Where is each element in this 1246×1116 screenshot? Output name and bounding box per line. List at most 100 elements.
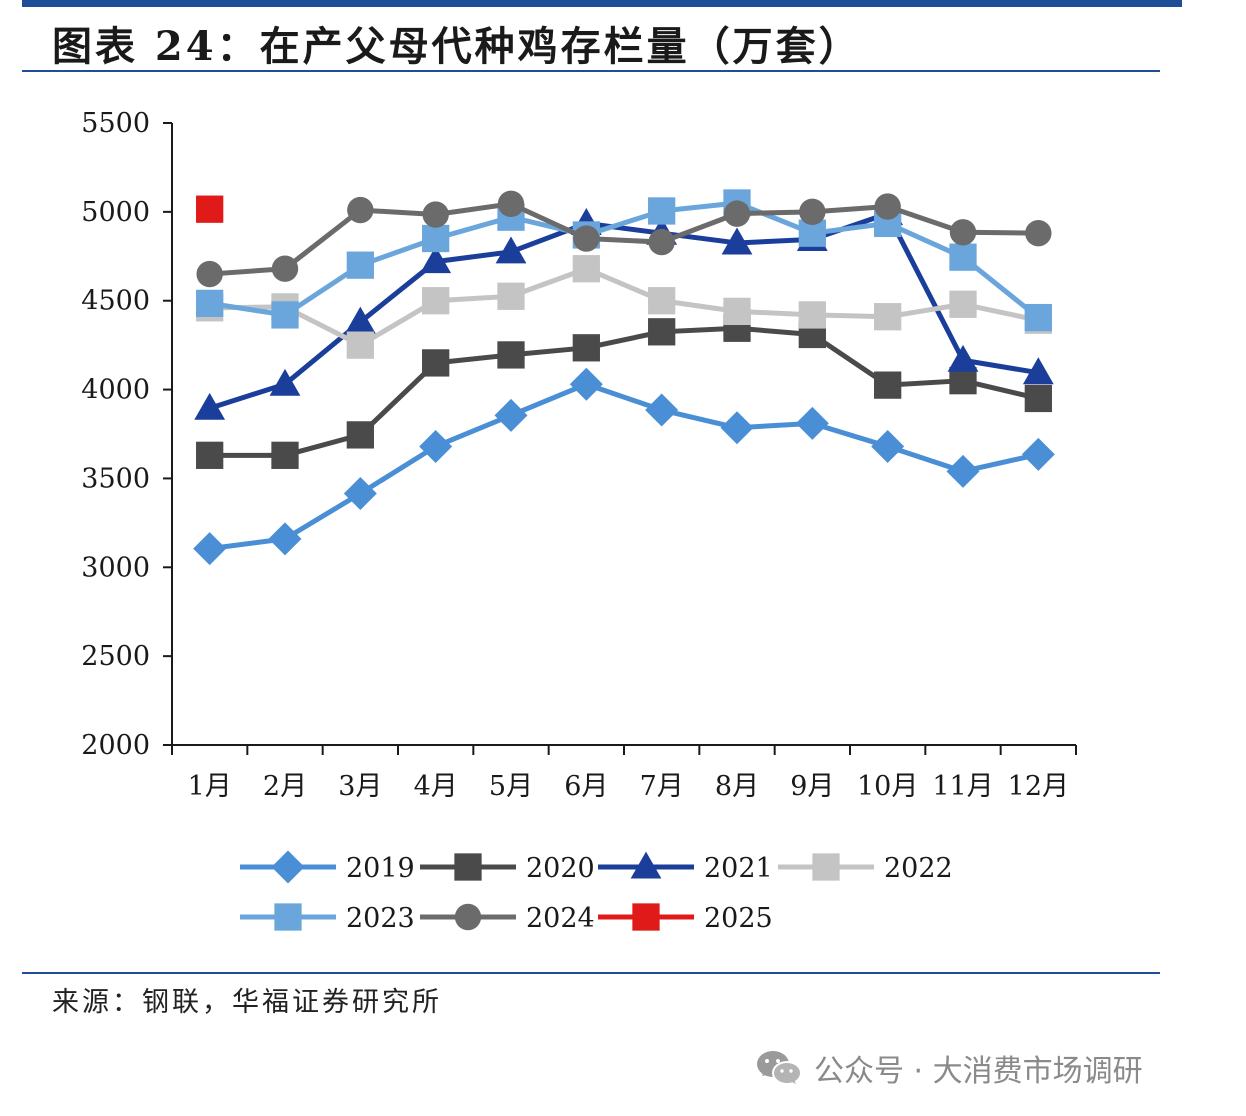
legend-swatch-marker [630, 851, 662, 879]
data-point-2020 [346, 421, 374, 449]
data-point-2024 [648, 228, 675, 256]
data-point-2023 [346, 251, 374, 279]
data-point-2022 [648, 287, 676, 315]
x-tick-label: 1月 [188, 771, 232, 802]
x-tick-label: 10月 [857, 771, 918, 802]
data-point-2025 [196, 195, 224, 223]
data-point-2021 [269, 368, 301, 396]
data-point-2021 [495, 236, 527, 264]
data-point-2019 [1021, 437, 1055, 471]
data-point-2023 [949, 243, 977, 271]
data-point-2021 [420, 246, 452, 274]
legend-item-2020: 2020 [420, 853, 595, 884]
data-point-2024 [497, 190, 525, 218]
y-tick-label: 5000 [81, 197, 150, 228]
data-point-2022 [422, 287, 450, 315]
series-2019 [193, 367, 1055, 566]
wechat-icon [757, 1051, 802, 1085]
data-point-2019 [569, 367, 603, 401]
series-2024 [196, 190, 1052, 288]
chart-legend: 2019 2020 2021 2022 2023 2024 2025 [240, 850, 953, 934]
legend-swatch-marker [271, 850, 305, 884]
data-point-2022 [572, 255, 600, 283]
data-point-2019 [494, 398, 528, 432]
data-point-2021 [344, 306, 376, 334]
series-line-2020 [209, 325, 1039, 458]
x-tick-label: 8月 [715, 771, 759, 802]
legend-swatch-marker [454, 903, 482, 931]
series-2020 [196, 314, 1052, 469]
x-tick-label: 7月 [640, 771, 684, 802]
data-point-2023 [271, 301, 299, 329]
data-point-2021 [194, 392, 226, 420]
data-point-2019 [268, 522, 302, 556]
data-point-2024 [799, 198, 826, 226]
data-point-2019 [946, 454, 980, 488]
data-point-2022 [874, 303, 902, 331]
data-point-2020 [422, 349, 450, 377]
chart-series [193, 189, 1055, 566]
series-line-2024 [209, 201, 1039, 277]
data-point-2023 [196, 289, 224, 318]
x-tick-label: 4月 [414, 771, 458, 802]
data-point-2022 [798, 301, 826, 329]
y-tick-label: 3000 [81, 552, 150, 583]
data-point-2019 [193, 532, 227, 566]
y-tick-label: 3500 [81, 463, 150, 494]
legend-item-2021: 2021 [598, 851, 773, 884]
data-point-2020 [1024, 384, 1052, 413]
data-point-2023 [422, 224, 450, 253]
legend-label: 2021 [704, 853, 773, 884]
data-point-2024 [949, 219, 977, 246]
data-point-2024 [422, 201, 449, 228]
data-point-2020 [648, 318, 676, 346]
legend-swatch-marker [454, 853, 482, 881]
legend-label: 2020 [526, 853, 595, 884]
data-point-2022 [497, 282, 525, 310]
data-point-2022 [949, 290, 977, 318]
x-tick-label: 5月 [489, 771, 533, 802]
series-line-2019 [209, 381, 1039, 552]
legend-item-2022: 2022 [778, 853, 953, 884]
chart-title: 图表 24：在产父母代种鸡存栏量（万套） [52, 23, 862, 70]
legend-label: 2023 [346, 903, 415, 934]
series-2025 [196, 195, 224, 223]
series-2022 [196, 255, 1052, 359]
data-point-2024 [271, 255, 299, 282]
data-point-2024 [347, 196, 374, 224]
data-point-2020 [271, 441, 299, 469]
watermark-text: 公众号 · 大消费市场调研 [814, 1054, 1143, 1089]
y-tick-label: 2500 [81, 641, 150, 672]
data-point-2022 [723, 297, 751, 326]
x-tick-label: 9月 [790, 771, 834, 802]
source-divider [22, 972, 1160, 974]
legend-label: 2025 [704, 903, 773, 934]
legend-swatch-marker [274, 903, 302, 931]
top-accent-bar [22, 0, 1182, 7]
data-point-2019 [645, 393, 679, 427]
data-point-2024 [196, 260, 223, 288]
data-point-2019 [720, 411, 754, 445]
data-point-2024 [573, 225, 600, 252]
y-tick-label: 4000 [81, 375, 150, 406]
x-tick-label: 3月 [338, 771, 382, 802]
data-point-2019 [795, 406, 829, 440]
y-tick-label: 5500 [81, 108, 150, 139]
data-point-2021 [1022, 357, 1054, 385]
legend-item-2023: 2023 [240, 903, 415, 934]
data-point-2024 [874, 193, 901, 220]
data-point-2021 [721, 227, 753, 255]
data-point-2024 [1025, 219, 1052, 247]
chart-axes: 2000 2500 3000 3500 4000 4500 5000 5500 1月 2月 3月 4月… [81, 108, 1077, 802]
legend-item-2019: 2019 [240, 850, 415, 884]
data-point-2023 [1024, 303, 1052, 332]
data-point-2019 [871, 429, 905, 463]
data-point-2020 [874, 371, 902, 399]
data-point-2023 [648, 197, 676, 225]
x-tick-label: 12月 [1008, 771, 1069, 802]
legend-swatch-marker [632, 903, 660, 931]
y-tick-label: 4500 [81, 286, 150, 317]
legend-item-2024: 2024 [420, 903, 595, 934]
source-note: 来源：钢联，华福证券研究所 [52, 987, 442, 1018]
